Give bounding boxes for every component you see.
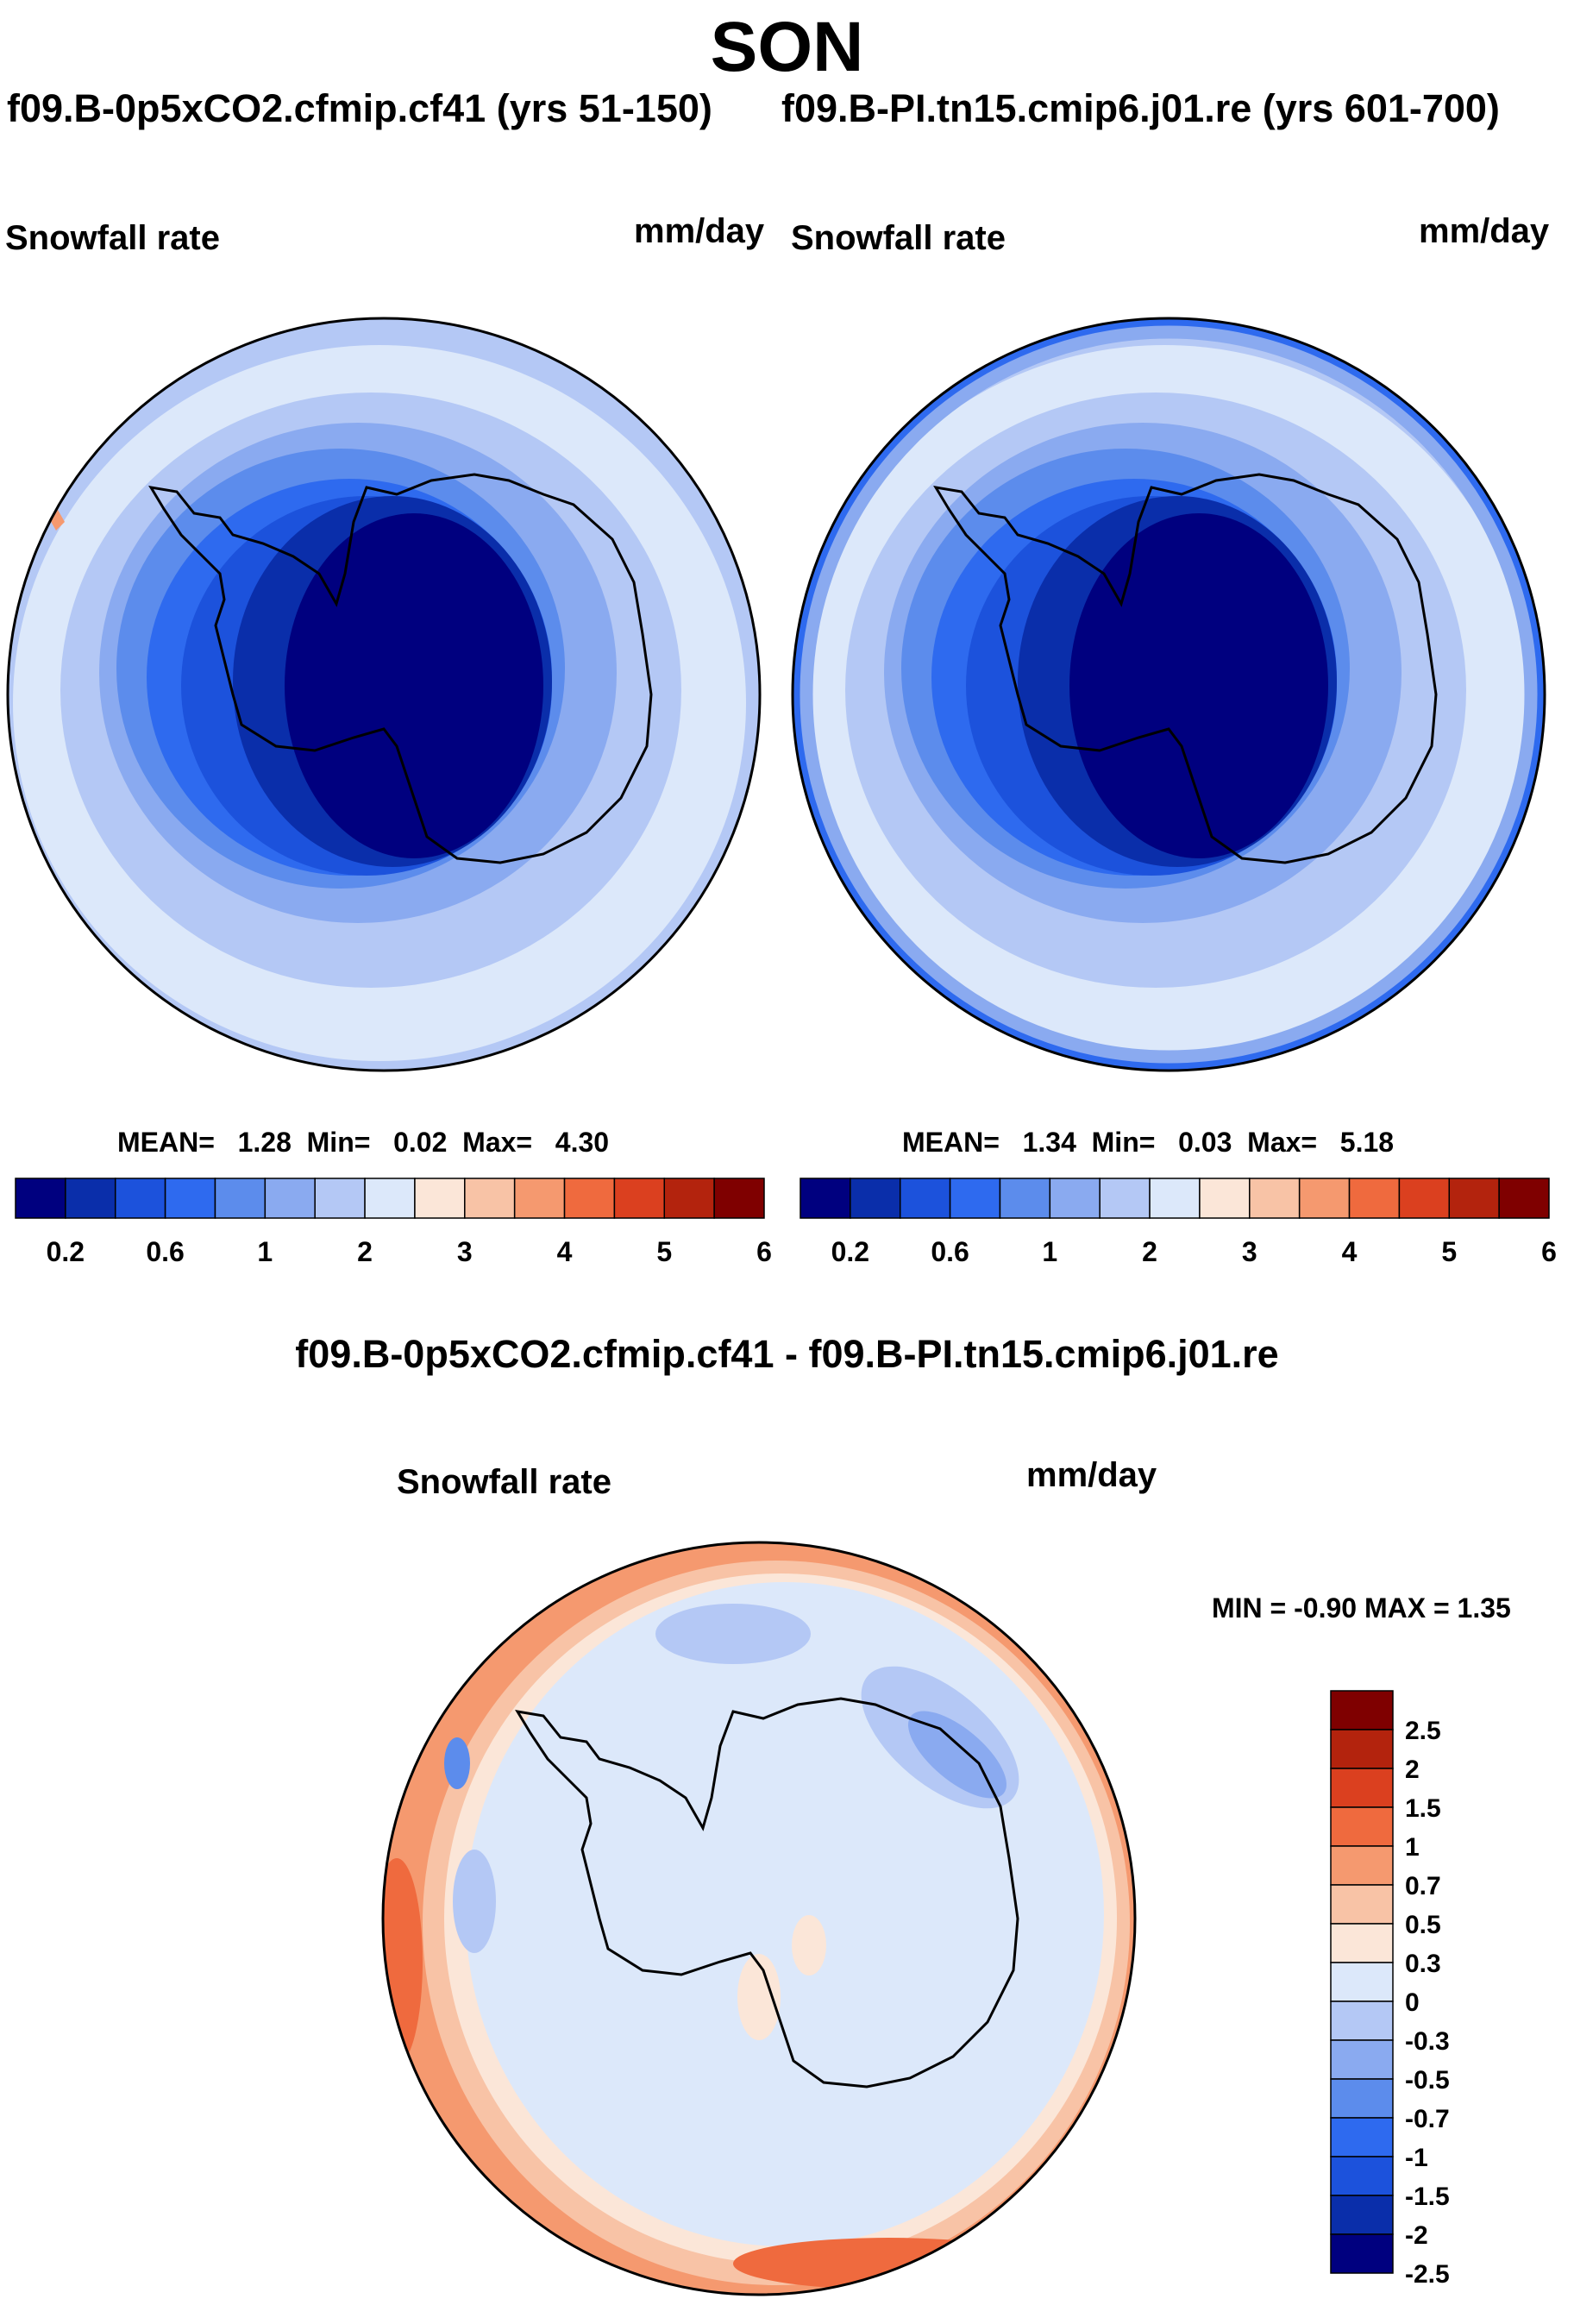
left-colorbar-box: [65, 1178, 116, 1219]
left-colorbar-box: [663, 1178, 715, 1219]
difference-colorbar-box: [1330, 2078, 1394, 2119]
difference-colorbar-tick-label: -1.5: [1405, 2183, 1450, 2211]
right-colorbar-tick-label: 4: [1342, 1236, 1358, 1267]
right-variable-label: Snowfall rate: [791, 219, 1006, 257]
right-colorbar: 0.2 0.6 1 2 3 4 5 6: [800, 1178, 1557, 1267]
difference-colorbar-tick-label: -1: [1405, 2144, 1428, 2172]
left-units-label: mm/day: [634, 212, 765, 250]
difference-colorbar-box: [1330, 1768, 1394, 1808]
left-colorbar-tick-label: 1: [257, 1236, 273, 1267]
difference-colorbar-box: [1330, 1962, 1394, 2002]
left-colorbar-box: [15, 1178, 66, 1219]
left-colorbar-tick-label: 2: [357, 1236, 373, 1267]
difference-variable-label: Snowfall rate: [397, 1463, 611, 1501]
difference-title: f09.B-0p5xCO2.cfmip.cf41 - f09.B-PI.tn15…: [295, 1332, 1279, 1376]
difference-colorbar-box: [1330, 1923, 1394, 1963]
left-colorbar-box: [164, 1178, 216, 1219]
difference-colorbar-box: [1330, 1690, 1394, 1730]
right-colorbar-box: [1099, 1178, 1151, 1219]
difference-colorbar-box: [1330, 1884, 1394, 1925]
difference-colorbar-tick-label: 0.7: [1405, 1872, 1441, 1900]
right-colorbar-box: [1398, 1178, 1451, 1219]
left-colorbar-box: [464, 1178, 516, 1219]
difference-colorbar: 2.5 2 1.5 1 0.7 0.5 0.3 0 -0.3 -0.5 -0.7 -1 -1.5 -2 -2…: [1330, 1690, 1450, 2289]
right-colorbar-box: [999, 1178, 1051, 1219]
difference-colorbar-box: [1330, 2233, 1394, 2274]
left-colorbar-tick-label: 0.6: [146, 1236, 184, 1267]
difference-units-label: mm/day: [1026, 1456, 1157, 1494]
difference-range: MIN = -0.90 MAX = 1.35: [1212, 1592, 1511, 1624]
right-polar-map: [791, 317, 1546, 1072]
difference-colorbar-box: [1330, 2001, 1394, 2041]
difference-colorbar-tick-label: -2: [1405, 2221, 1428, 2250]
right-units-label: mm/day: [1419, 212, 1550, 250]
right-colorbar-box: [1149, 1178, 1201, 1219]
left-case-title: f09.B-0p5xCO2.cfmip.cf41 (yrs 51-150): [7, 86, 712, 130]
difference-colorbar-box: [1330, 1845, 1394, 1886]
difference-colorbar-tick-label: -0.5: [1405, 2066, 1450, 2095]
difference-colorbar-tick-label: 2: [1405, 1756, 1420, 1784]
difference-colorbar-box: [1330, 1729, 1394, 1769]
difference-colorbar-tick-label: 1: [1405, 1833, 1420, 1862]
left-variable-label: Snowfall rate: [5, 219, 220, 257]
difference-colorbar-box: [1330, 1806, 1394, 1847]
difference-colorbar-box: [1330, 2117, 1394, 2158]
right-colorbar-box: [800, 1178, 851, 1219]
right-colorbar-box: [850, 1178, 901, 1219]
left-colorbar-box: [513, 1178, 566, 1219]
difference-colorbar-tick-label: -0.7: [1405, 2105, 1450, 2133]
left-colorbar-box: [114, 1178, 166, 1219]
left-colorbar-box: [264, 1178, 316, 1219]
right-colorbar-box: [1199, 1178, 1251, 1219]
difference-colorbar-box: [1330, 2156, 1394, 2196]
left-colorbar-box: [214, 1178, 267, 1219]
difference-colorbar-tick-label: 2.5: [1405, 1717, 1441, 1745]
right-colorbar-tick-label: 5: [1441, 1236, 1457, 1267]
right-colorbar-tick-label: 1: [1042, 1236, 1057, 1267]
left-colorbar-box: [563, 1178, 616, 1219]
left-stats: MEAN= 1.28 Min= 0.02 Max= 4.30: [117, 1127, 610, 1158]
right-colorbar-box: [949, 1178, 1001, 1219]
right-colorbar-box: [1298, 1178, 1351, 1219]
right-colorbar-box: [1498, 1178, 1550, 1219]
right-colorbar-tick-label: 6: [1541, 1236, 1557, 1267]
left-colorbar-tick-label: 0.2: [47, 1236, 85, 1267]
left-polar-map: [6, 317, 762, 1072]
right-stats: MEAN= 1.34 Min= 0.03 Max= 5.18: [902, 1127, 1395, 1158]
left-colorbar-tick-label: 4: [557, 1236, 573, 1267]
difference-colorbar-tick-label: 0: [1405, 1988, 1420, 2017]
left-colorbar-tick-label: 3: [457, 1236, 473, 1267]
difference-colorbar-box: [1330, 2039, 1394, 2080]
right-colorbar-box: [1249, 1178, 1301, 1219]
right-colorbar-box: [899, 1178, 951, 1219]
right-colorbar-box: [1049, 1178, 1101, 1219]
left-colorbar-box: [613, 1178, 666, 1219]
difference-colorbar-tick-label: -0.3: [1405, 2027, 1450, 2056]
right-colorbar-box: [1448, 1178, 1500, 1219]
right-colorbar-tick-label: 2: [1142, 1236, 1157, 1267]
left-colorbar-box: [314, 1178, 366, 1219]
right-colorbar-box: [1348, 1178, 1401, 1219]
left-colorbar: 0.2 0.6 1 2 3 4 5 6: [15, 1178, 772, 1267]
difference-colorbar-box: [1330, 2195, 1394, 2235]
left-colorbar-tick-label: 5: [656, 1236, 672, 1267]
right-case-title: f09.B-PI.tn15.cmip6.j01.re (yrs 601-700): [781, 86, 1500, 130]
right-colorbar-tick-label: 3: [1242, 1236, 1257, 1267]
left-colorbar-box: [414, 1178, 466, 1219]
difference-colorbar-tick-label: 0.5: [1405, 1911, 1441, 1939]
right-colorbar-tick-label: 0.6: [931, 1236, 969, 1267]
difference-colorbar-tick-label: -2.5: [1405, 2260, 1450, 2289]
figure-title: SON: [710, 8, 864, 86]
difference-colorbar-tick-label: 0.3: [1405, 1950, 1441, 1978]
left-colorbar-tick-label: 6: [756, 1236, 772, 1267]
difference-polar-map: [381, 1541, 1137, 2296]
difference-colorbar-tick-label: 1.5: [1405, 1794, 1441, 1823]
left-colorbar-box: [364, 1178, 416, 1219]
right-colorbar-tick-label: 0.2: [831, 1236, 869, 1267]
left-colorbar-box: [713, 1178, 765, 1219]
